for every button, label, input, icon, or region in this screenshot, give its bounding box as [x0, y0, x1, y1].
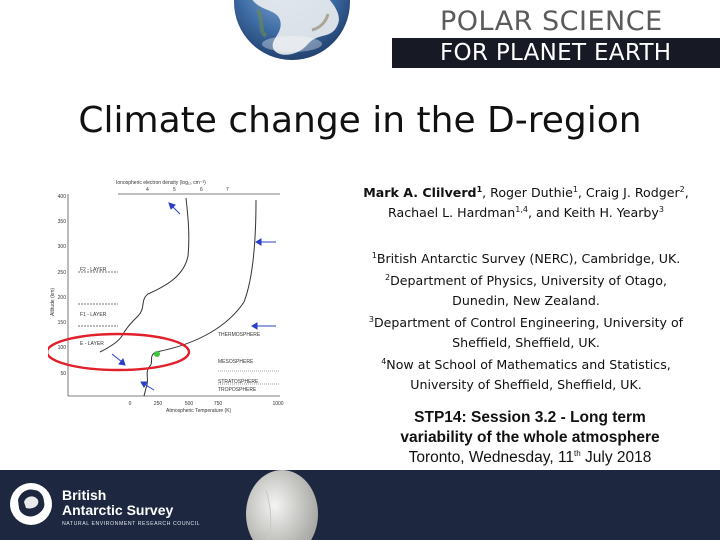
affiliation-text: Department of Control Engineering, Unive… — [373, 315, 684, 350]
author-name: , and Keith H. Yearby — [527, 205, 659, 220]
arrow-head — [168, 202, 176, 210]
slide-title: Climate change in the D-region — [78, 100, 642, 141]
affiliation-number: 4 — [381, 356, 387, 366]
y-tick: 200 — [58, 295, 67, 301]
affiliation-text: Department of Physics, University of Ota… — [390, 273, 667, 308]
affiliation-text: British Antarctic Survey (NERC), Cambrid… — [376, 251, 681, 266]
session-line-3: Toronto, Wednesday, 11th July 2018 — [352, 448, 708, 468]
top-tick: 5 — [173, 187, 176, 193]
venue-date-tail: July 2018 — [580, 449, 652, 466]
affiliation-number: 3 — [368, 314, 374, 324]
atmosphere-profile-figure: Ionospheric electron density (log₁₀ cm⁻³… — [48, 176, 300, 414]
top-axis-label: Ionospheric electron density (log₁₀ cm⁻³… — [116, 180, 206, 186]
author-name: Mark A. Clilverd — [363, 185, 477, 200]
region-label: THERMOSPHERE — [218, 332, 261, 338]
bottom-tick: 1000 — [272, 401, 283, 407]
arrow-head — [255, 238, 262, 246]
temperature-curve — [143, 199, 257, 397]
org-subtitle: NATURAL ENVIRONMENT RESEARCH COUNCIL — [62, 521, 201, 527]
affil-marker: 2 — [679, 184, 685, 194]
org-name-line-2: Antarctic Survey — [62, 502, 174, 518]
y-tick: 50 — [60, 371, 66, 377]
affiliation-2: 2Department of Physics, University of Ot… — [352, 271, 700, 311]
y-tick: 250 — [58, 270, 67, 276]
top-tick: 6 — [200, 187, 203, 193]
arrow — [111, 353, 123, 363]
affil-marker: 1 — [572, 184, 578, 194]
brand-bar — [392, 38, 720, 68]
session-info: STP14: Session 3.2 - Long term variabili… — [352, 408, 708, 468]
green-marker-dot — [154, 351, 160, 357]
layer-label: F2 - LAYER — [80, 267, 107, 273]
top-tick: 4 — [146, 187, 149, 193]
org-name-line-1: British — [62, 487, 107, 503]
brand-title-line2: FOR PLANET EARTH — [440, 40, 672, 66]
author-sep: , — [684, 185, 689, 200]
affil-marker: 1 — [476, 184, 483, 194]
region-label: MESOSPHERE — [218, 359, 254, 365]
weather-balloon-image — [246, 470, 318, 540]
y-tick: 400 — [58, 194, 67, 200]
arrow-head — [251, 322, 258, 330]
author-line-2: Rachael L. Hardman1,4, and Keith H. Year… — [352, 203, 700, 223]
bottom-ticks: 0 250 500 750 1000 — [129, 401, 284, 407]
bottom-tick: 500 — [185, 401, 194, 407]
affiliation-number: 2 — [385, 272, 391, 282]
y-ticks: 400 350 300 250 200 150 100 50 — [58, 194, 67, 377]
org-name: British Antarctic Survey — [62, 488, 173, 518]
affiliation-4: 4Now at School of Mathematics and Statis… — [352, 355, 700, 395]
earth-globe-icon — [234, 0, 350, 60]
layer-label: F1 - LAYER — [80, 312, 107, 318]
author-name: , Roger Duthie — [482, 185, 573, 200]
arrow-head — [118, 357, 126, 366]
affiliation-1: 1British Antarctic Survey (NERC), Cambri… — [352, 249, 700, 269]
session-line-2: variability of the whole atmosphere — [400, 429, 660, 446]
bottom-tick: 0 — [129, 401, 132, 407]
bottom-tick: 750 — [214, 401, 223, 407]
arrow-head — [140, 381, 148, 388]
brand-title-line1: POLAR SCIENCE — [440, 6, 663, 37]
bottom-tick: 250 — [154, 401, 163, 407]
venue-date: Toronto, Wednesday, 11 — [408, 449, 575, 466]
region-label: STRATOSPHERE — [218, 379, 259, 385]
bas-antarctica-logo-icon — [10, 483, 52, 525]
author-name: , Craig J. Rodger — [577, 185, 680, 200]
y-tick: 300 — [58, 244, 67, 250]
top-ticks: 4 5 6 7 — [146, 187, 229, 193]
footer-bar — [0, 470, 720, 540]
y-tick: 350 — [58, 219, 67, 225]
session-line-1: STP14: Session 3.2 - Long term — [414, 409, 646, 426]
author-list: Mark A. Clilverd1, Roger Duthie1, Craig … — [352, 183, 700, 223]
author-name: Rachael L. Hardman — [388, 205, 516, 220]
affiliation-3: 3Department of Control Engineering, Univ… — [352, 313, 700, 353]
affil-marker: 3 — [658, 204, 664, 214]
bottom-axis-label: Atmospheric Temperature (K) — [166, 408, 232, 414]
arrow-markers — [111, 202, 276, 391]
layer-label: E - LAYER — [80, 341, 104, 347]
y-axis-label: Altitude (km) — [50, 288, 56, 316]
affiliation-number: 1 — [371, 250, 377, 260]
top-tick: 7 — [226, 187, 229, 193]
d-region-highlight-ellipse — [48, 332, 191, 372]
y-tick: 100 — [58, 345, 67, 351]
electron-density-curve — [99, 197, 190, 353]
y-tick: 150 — [58, 320, 67, 326]
affiliation-text: Now at School of Mathematics and Statist… — [386, 357, 671, 392]
author-line-1: Mark A. Clilverd1, Roger Duthie1, Craig … — [352, 183, 700, 203]
date-suffix: th — [574, 448, 581, 458]
affil-marker: 1,4 — [515, 204, 528, 214]
region-label: TROPOSPHERE — [218, 387, 257, 393]
